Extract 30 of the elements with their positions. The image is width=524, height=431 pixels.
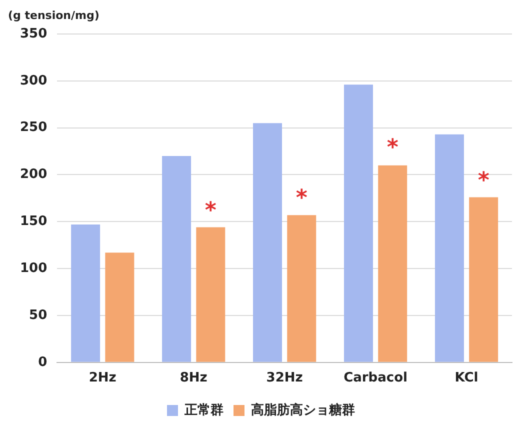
annotation: * [386, 135, 399, 160]
annotation: * [296, 186, 308, 212]
bar [287, 215, 316, 362]
y-tick-label: 350 [20, 26, 48, 42]
x-tick-label: Carbacol [344, 370, 408, 386]
y-tick-label: 100 [20, 260, 48, 276]
annotation: * [478, 168, 490, 194]
bar [469, 197, 498, 362]
y-tick-label: 0 [38, 354, 48, 370]
bar [196, 227, 226, 362]
annotation: * [204, 198, 217, 224]
bar [162, 156, 192, 362]
bar [434, 134, 464, 362]
bar [344, 84, 373, 362]
y-tick-label: 150 [20, 214, 48, 230]
x-tick-label: KCl [454, 370, 478, 386]
y-tick-label: 300 [20, 73, 48, 88]
legend-label: 高脂肪高ショ糖群 [251, 402, 355, 418]
bar [105, 252, 134, 362]
x-tick-label: 2Hz [88, 370, 116, 386]
bar [253, 123, 282, 362]
x-tick-label: 8Hz [180, 370, 208, 386]
legend-label: 正常群 [184, 402, 224, 418]
y-tick-label: 50 [29, 308, 48, 323]
bar [71, 224, 100, 362]
y-axis-title: (g tension/mg) [8, 8, 100, 22]
y-tick-label: 250 [20, 120, 48, 136]
y-tick-label: 200 [20, 167, 48, 182]
bar [378, 165, 408, 362]
x-tick-label: 32Hz [266, 370, 303, 386]
